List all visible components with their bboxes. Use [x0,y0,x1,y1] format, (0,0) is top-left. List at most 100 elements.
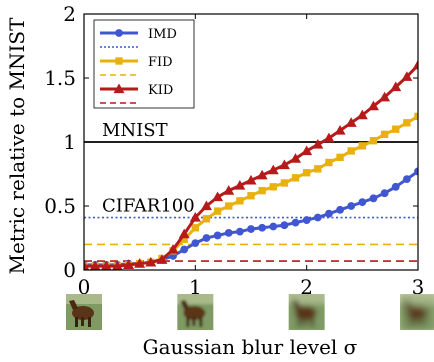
reference-label-1: CIFAR100 [102,196,195,217]
point-KID-0 [84,260,90,270]
x-tick-label-3: 3 [412,275,425,299]
x-axis-label: Gaussian blur level σ [143,335,358,359]
point-KID-26 [367,100,379,111]
x-tick-label-0: 0 [78,275,91,299]
point-KID-3 [112,260,123,270]
legend-marker-KID [113,83,125,94]
point-FID-27 [380,130,389,138]
blur-thumbnail-1 [177,294,214,330]
point-KID-12 [212,191,224,202]
point-FID-22 [325,158,333,167]
point-KID-15 [245,174,257,185]
point-KID-20 [301,145,313,156]
point-FID-24 [347,147,355,155]
point-KID-8 [167,244,179,254]
point-IMD-11 [202,234,211,242]
point-IMD-17 [269,222,278,231]
y-axis-label: Metric relative to MNIST [5,17,29,275]
legend: IMD FID KID [93,19,195,109]
point-FID-14 [236,197,244,205]
point-IMD-25 [358,198,367,207]
point-KID-18 [278,159,290,170]
point-FID-30 [414,112,418,121]
point-IMD-15 [247,225,255,233]
legend-box [93,19,195,109]
point-KID-14 [234,180,246,190]
point-KID-6 [145,256,157,267]
y-tick-label-0: 0 [63,258,76,282]
point-IMD-23 [336,205,344,214]
point-IMD-30 [414,167,418,176]
legend-label-KID: KID [148,83,173,98]
point-IMD-16 [258,223,267,232]
point-FID-10 [191,224,200,232]
point-FID-15 [247,192,255,200]
point-IMD-26 [369,194,378,203]
x-tick-label-2: 2 [300,275,313,299]
y-tick-label-3: 1.5 [44,66,76,90]
point-FID-9 [180,235,188,243]
legend-label-FID: FID [148,55,173,70]
point-KID-10 [189,212,201,222]
point-KID-7 [156,254,168,264]
series-layer [84,59,418,270]
legend-marker-FID [115,57,123,65]
point-KID-24 [345,117,357,127]
point-FID-20 [302,169,311,177]
point-FID-11 [202,215,211,223]
point-FID-21 [314,165,322,173]
point-IMD-18 [280,221,289,230]
y-axis-ticks: 0 0.5 1 1.5 2 [44,2,418,282]
point-IMD-13 [224,228,233,237]
point-IMD-14 [235,227,244,236]
point-KID-30 [412,59,418,70]
point-IMD-9 [180,245,189,254]
point-KID-4 [123,259,135,270]
legend-label-IMD: IMD [148,27,177,42]
point-FID-29 [403,119,411,127]
point-FID-18 [280,179,289,187]
reference-labels: MNIST CIFAR100 [102,120,195,217]
point-IMD-10 [191,239,200,248]
point-KID-1 [89,260,101,270]
point-KID-16 [256,169,268,180]
point-KID-29 [401,71,413,81]
point-KID-5 [134,258,146,268]
point-FID-26 [369,137,378,145]
point-KID-21 [312,139,324,149]
blurred-thumbnails [66,294,434,330]
point-KID-13 [223,185,235,195]
point-IMD-19 [291,218,300,227]
point-KID-17 [267,164,279,175]
point-FID-12 [213,207,222,215]
y-tick-label-2: 1 [63,130,76,154]
y-tick-label-1: 0.5 [44,194,76,218]
point-FID-13 [225,202,233,210]
point-KID-11 [200,200,212,211]
blur-thumbnail-2 [288,294,325,330]
point-IMD-22 [325,209,333,218]
point-KID-9 [178,228,190,239]
point-KID-25 [356,109,368,120]
point-KID-19 [290,153,302,163]
point-KID-22 [323,132,335,143]
point-FID-28 [392,125,400,133]
point-IMD-21 [313,213,322,222]
blur-thumbnail-0 [66,294,102,330]
point-IMD-24 [347,202,356,210]
point-KID-27 [379,91,391,102]
y-tick-label-4: 2 [63,2,76,26]
point-IMD-20 [302,216,311,224]
point-KID-28 [390,81,402,92]
point-IMD-28 [391,182,400,191]
point-FID-17 [269,183,277,191]
point-KID-2 [100,260,112,270]
x-tick-label-1: 1 [189,275,202,299]
x-axis-ticks: 0 1 2 3 [78,14,425,299]
point-FID-23 [336,153,344,162]
point-IMD-12 [213,231,222,240]
point-IMD-29 [402,175,411,184]
point-FID-25 [358,142,367,150]
point-KID-23 [334,124,346,135]
